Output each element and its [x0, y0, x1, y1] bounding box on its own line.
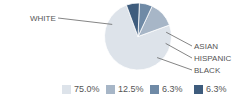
svg-text:BLACK: BLACK [194, 66, 221, 75]
html-text:6.3%: 6.3% [206, 84, 227, 94]
svg-text:ASIAN: ASIAN [194, 42, 218, 51]
html-text:75.0%: 75.0% [74, 84, 100, 94]
html-text:12.5%: 12.5% [118, 84, 144, 94]
svg-text:WHITE: WHITE [30, 14, 56, 23]
html-text:6.3%: 6.3% [162, 84, 183, 94]
svg-text:HISPANIC: HISPANIC [194, 54, 231, 63]
